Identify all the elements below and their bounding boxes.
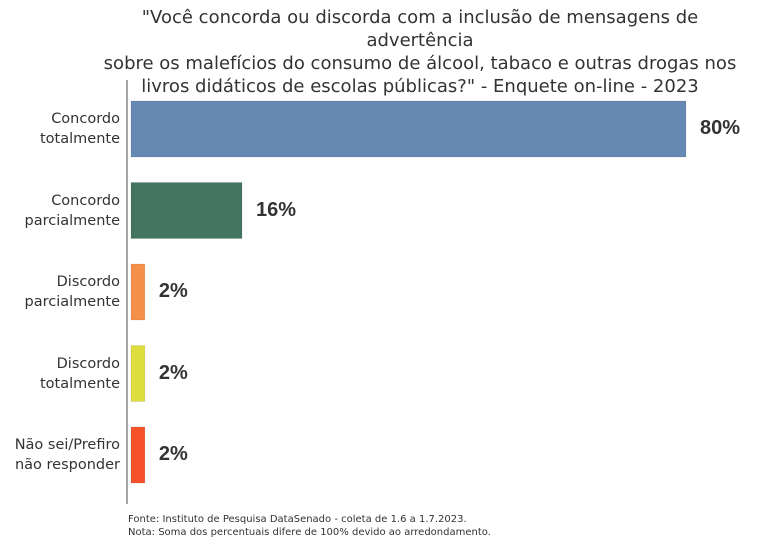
category-label: Discordo totalmente [40, 355, 120, 392]
value-label: 16% [256, 198, 297, 221]
value-label: 2% [158, 443, 188, 465]
category-label: Concordo totalmente [40, 111, 120, 147]
bar [130, 345, 146, 402]
category-label: Discordo parcialmente [24, 274, 121, 310]
category-label: Concordo parcialmente [24, 192, 121, 229]
bar [130, 426, 146, 484]
footnote: Fonte: Instituto de Pesquisa DataSenado … [128, 514, 467, 525]
chart-title: "Você concorda ou discorda com a inclusã… [103, 7, 737, 97]
value-label: 2% [158, 361, 188, 384]
bar [130, 263, 146, 321]
category-label: Não sei/Prefiro não responder [14, 437, 120, 473]
value-label: 2% [158, 280, 188, 302]
value-label: 80% [700, 117, 741, 139]
bar [130, 182, 243, 239]
footnote: Nota: Soma dos percentuais difere de 100… [128, 527, 491, 538]
bar [130, 100, 687, 158]
